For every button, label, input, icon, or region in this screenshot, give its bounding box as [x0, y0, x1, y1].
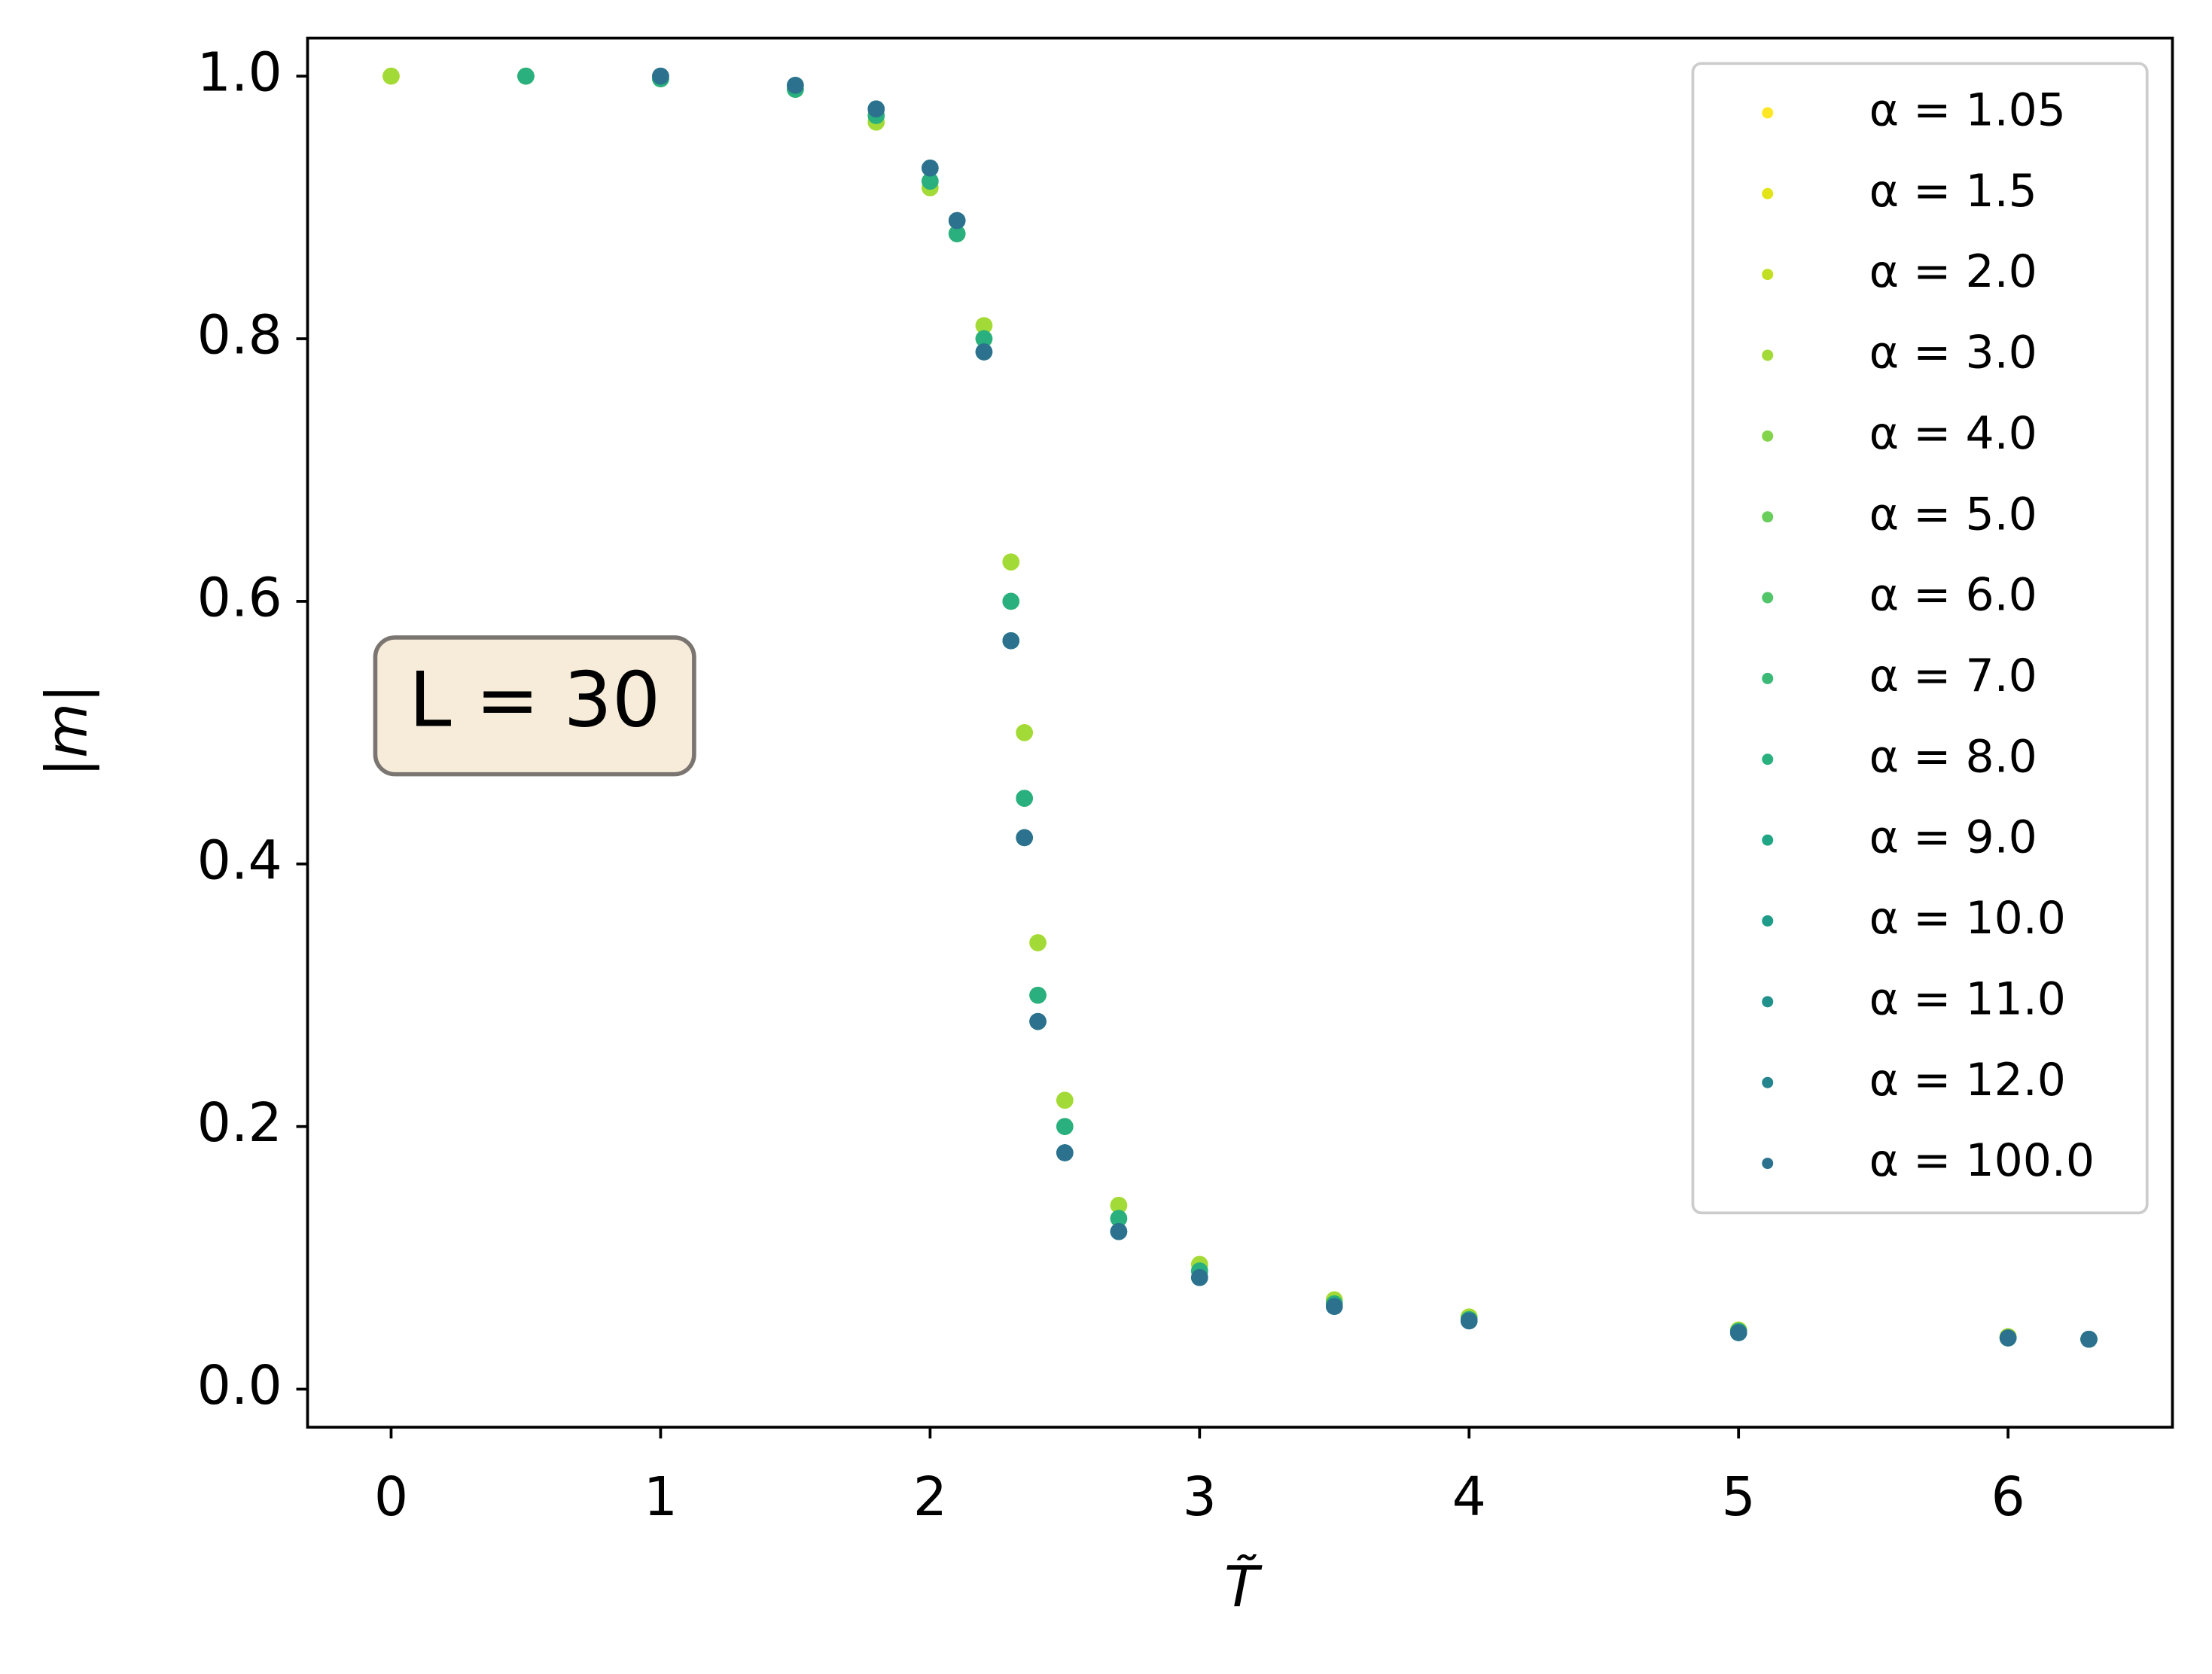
- legend-label: α = 6.0: [1869, 569, 2037, 622]
- legend-label: α = 11.0: [1869, 972, 2066, 1025]
- point: [1729, 1324, 1747, 1341]
- y-axis-label: |m|: [33, 684, 99, 778]
- point: [1002, 553, 1019, 571]
- legend-marker: [1762, 1158, 1774, 1170]
- point: [922, 160, 939, 177]
- point: [382, 67, 400, 85]
- legend-label: α = 3.0: [1869, 327, 2037, 379]
- legend-label: α = 1.5: [1869, 165, 2037, 218]
- point: [1016, 724, 1033, 741]
- x-tick-label: 6: [1991, 1466, 2025, 1528]
- point: [1056, 1144, 1074, 1161]
- x-tick-label: 5: [1722, 1466, 1756, 1528]
- point: [975, 330, 993, 348]
- legend-label: α = 10.0: [1869, 892, 2066, 945]
- point: [1326, 1298, 1343, 1315]
- legend-marker: [1762, 269, 1774, 281]
- legend-marker: [1762, 349, 1774, 361]
- point: [1029, 986, 1047, 1004]
- y-tick-label: 0.6: [197, 566, 282, 629]
- legend-marker: [1762, 996, 1774, 1008]
- y-tick-label: 0.2: [197, 1091, 282, 1154]
- plot-area: [382, 67, 2098, 1348]
- point: [975, 317, 993, 334]
- x-tick-label: 2: [913, 1466, 947, 1528]
- annotation-box: [373, 635, 696, 777]
- point: [948, 212, 966, 230]
- point: [1461, 1312, 1478, 1330]
- y-tick-label: 1.0: [197, 41, 282, 104]
- point: [787, 77, 804, 94]
- point: [1029, 1012, 1047, 1030]
- legend-label: α = 1.05: [1869, 84, 2066, 136]
- point: [1016, 829, 1033, 847]
- point: [1110, 1222, 1128, 1240]
- point: [1056, 1118, 1074, 1135]
- point: [975, 343, 993, 361]
- legend-marker: [1762, 753, 1774, 765]
- legend-label: α = 7.0: [1869, 650, 2037, 702]
- point: [652, 67, 669, 85]
- y-tick-label: 0.4: [197, 829, 282, 891]
- legend-label: α = 9.0: [1869, 811, 2037, 864]
- legend-label: α = 4.0: [1869, 407, 2037, 460]
- legend-label: α = 2.0: [1869, 245, 2037, 298]
- point: [1110, 1210, 1128, 1228]
- legend-marker: [1762, 915, 1774, 927]
- point: [2080, 1331, 2098, 1348]
- x-tick-label: 0: [374, 1466, 408, 1528]
- axes-frame: [306, 36, 2174, 1429]
- legend-marker: [1762, 107, 1774, 119]
- point: [1191, 1269, 1208, 1286]
- point: [922, 172, 939, 190]
- point: [1029, 934, 1047, 951]
- legend-label: α = 100.0: [1869, 1134, 2095, 1187]
- legend-marker: [1762, 592, 1774, 604]
- legend-marker: [1762, 187, 1774, 199]
- legend-marker: [1762, 511, 1774, 523]
- x-tick-label: 1: [644, 1466, 678, 1528]
- x-axis-label: T̃: [1224, 1554, 1263, 1620]
- legend-label: α = 8.0: [1869, 730, 2037, 783]
- legend-box: [1691, 62, 2149, 1215]
- point: [1056, 1091, 1074, 1109]
- point: [948, 225, 966, 242]
- legend-label: α = 12.0: [1869, 1054, 2066, 1106]
- point: [1002, 592, 1019, 610]
- y-tick-label: 0.8: [197, 304, 282, 367]
- point: [1110, 1197, 1128, 1214]
- legend-marker: [1762, 834, 1774, 846]
- x-tick-label: 4: [1452, 1466, 1486, 1528]
- point: [867, 100, 885, 118]
- legend-marker: [1762, 1076, 1774, 1088]
- y-tick-label: 0.0: [197, 1354, 282, 1417]
- legend-marker: [1762, 672, 1774, 684]
- point: [1999, 1329, 2017, 1347]
- annotation: L = 30: [409, 656, 660, 744]
- point: [1002, 632, 1019, 650]
- legend-label: α = 5.0: [1869, 488, 2037, 540]
- point: [1016, 790, 1033, 807]
- legend-marker: [1762, 430, 1774, 442]
- point: [517, 67, 535, 85]
- x-tick-label: 3: [1183, 1466, 1217, 1528]
